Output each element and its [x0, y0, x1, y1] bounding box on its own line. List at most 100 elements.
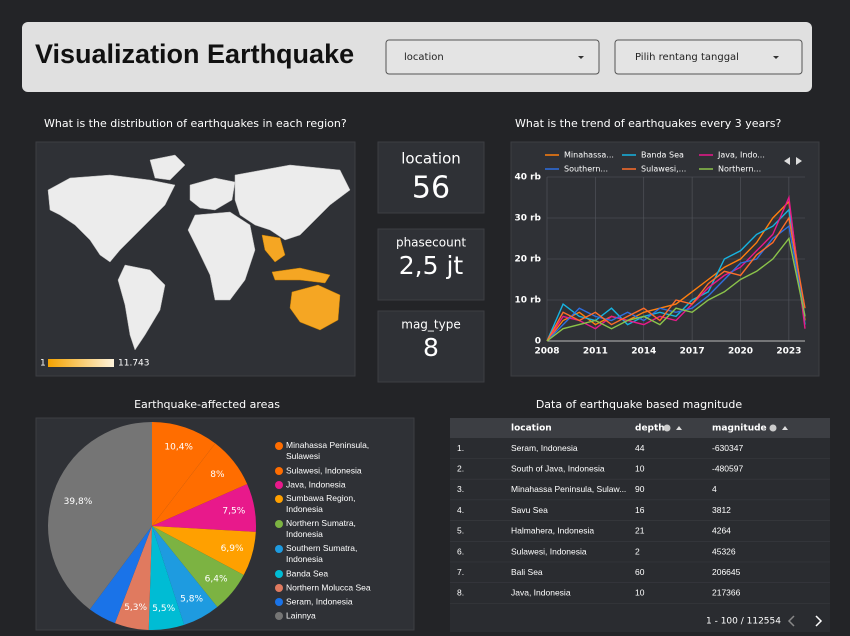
- legend-label: Seram, Indonesia: [286, 596, 353, 606]
- scorecard: [377, 141, 485, 214]
- table-row: [450, 500, 830, 521]
- table-cell: 10: [635, 463, 645, 473]
- y-tick-label: 30 rb: [514, 214, 541, 224]
- map-legend-bar: [48, 359, 114, 367]
- table-title: Data of earthquake based magnitude: [536, 398, 743, 411]
- data-label: 39,8%: [64, 497, 93, 507]
- dropdown-arrow: [773, 56, 779, 59]
- legend-swatch: [275, 442, 283, 450]
- info-icon: [663, 424, 671, 432]
- data-label: 10,4%: [164, 443, 193, 453]
- page-next[interactable]: [815, 615, 823, 627]
- line-series: [546, 216, 806, 342]
- line-series: [546, 200, 806, 342]
- legend-swatch: [275, 495, 283, 503]
- dropdown-label[interactable]: Pilih rentang tanggal: [635, 52, 739, 63]
- legend-label: Southern...: [564, 165, 608, 174]
- column-header: depth: [635, 424, 665, 434]
- legend-label: Banda Sea: [641, 151, 684, 160]
- table-cell: 8.: [457, 588, 464, 598]
- sort-icon: [676, 426, 682, 430]
- scorecard: [377, 228, 485, 301]
- pie-slice: [152, 526, 256, 575]
- legend-label: Northern...: [718, 165, 761, 174]
- table-header: [450, 418, 830, 438]
- dropdown[interactable]: [614, 39, 803, 75]
- legend-label: Java, Indonesia: [286, 479, 346, 489]
- table-cell: 4264: [712, 526, 731, 536]
- pie-slice: [152, 526, 244, 607]
- legend-swatch: [275, 598, 283, 606]
- header-title: Visualization Earthquake: [35, 39, 354, 69]
- table-cell: 1.: [457, 443, 464, 453]
- table-row: [450, 541, 830, 563]
- legend-label: Northern Molucca Sea: [286, 582, 371, 592]
- column-header: magnitude: [712, 424, 767, 434]
- legend-label: Sumbawa Region, Indonesia: [286, 493, 355, 514]
- line-series: [546, 236, 806, 342]
- table-cell: South of Java, Indonesia: [511, 463, 605, 473]
- pie-slice: [152, 526, 218, 625]
- scorecard: [377, 310, 485, 383]
- legend-next[interactable]: [796, 157, 802, 165]
- y-tick-label: 20 rb: [514, 255, 541, 265]
- table-cell: 7.: [457, 567, 464, 577]
- column-header: location: [511, 424, 552, 434]
- dropdown[interactable]: [385, 39, 600, 75]
- x-tick-label: 2008: [534, 347, 559, 357]
- legend-swatch: [275, 545, 283, 553]
- pie-slice: [148, 526, 185, 631]
- table-cell: -480597: [712, 463, 743, 473]
- legend-prev[interactable]: [784, 157, 790, 165]
- y-tick-label: 40 rb: [514, 173, 541, 183]
- map-legend-min: 1: [40, 359, 46, 369]
- legend-label: Minahassa...: [564, 151, 614, 160]
- scorecard-label: phasecount: [396, 236, 466, 250]
- table-row: [450, 582, 830, 604]
- table-cell: 60: [635, 567, 645, 577]
- data-label: 6,4%: [205, 575, 228, 585]
- table-cell: 21: [635, 526, 645, 536]
- sort-icon: [782, 426, 788, 430]
- table-cell: 45326: [712, 546, 736, 556]
- legend-swatch: [275, 467, 283, 475]
- legend-label: Banda Sea: [286, 568, 328, 578]
- legend-label: Minahassa Peninsula, Sulawesi: [286, 440, 369, 461]
- pie-slice: [152, 443, 248, 526]
- table-cell: 4.: [457, 505, 464, 515]
- line-series: [546, 224, 806, 342]
- table-row: [450, 520, 830, 542]
- table-cell: 90: [635, 484, 645, 494]
- table-cell: Halmahera, Indonesia: [511, 526, 594, 536]
- map-highlight: [261, 234, 341, 331]
- table-row: [450, 562, 830, 583]
- table-cell: Minahassa Peninsula, Sulaw...: [511, 484, 626, 494]
- table-row: [450, 458, 830, 480]
- pie-slice: [114, 526, 152, 630]
- table-cell: Savu Sea: [511, 505, 548, 515]
- map-title: What is the distribution of earthquakes …: [44, 117, 347, 130]
- data-label: 6,9%: [221, 544, 244, 554]
- pie-slice: [152, 421, 216, 526]
- table-cell: 2.: [457, 463, 464, 473]
- dropdown-label[interactable]: location: [404, 52, 444, 63]
- line-series: [546, 194, 806, 342]
- map-land: [47, 154, 351, 351]
- table-cell: 206645: [712, 567, 741, 577]
- table-cell: Bali Sea: [511, 567, 543, 577]
- data-label: 7,5%: [222, 507, 245, 517]
- scorecard-value: 8: [423, 333, 439, 362]
- dropdown-arrow: [578, 56, 584, 59]
- data-label: 5,3%: [124, 603, 147, 613]
- legend-swatch: [275, 612, 283, 620]
- table-cell: Seram, Indonesia: [511, 443, 578, 453]
- table-cell: 6.: [457, 546, 464, 556]
- scorecard-value: 56: [412, 171, 450, 206]
- legend-label: Southern Sumatra, Indonesia: [286, 543, 357, 564]
- pie-slice: [152, 484, 256, 532]
- table-row: [450, 438, 830, 459]
- x-tick-label: 2011: [583, 347, 608, 357]
- page-prev[interactable]: [787, 615, 795, 627]
- x-tick-label: 2014: [631, 347, 656, 357]
- pie-slice: [48, 422, 153, 610]
